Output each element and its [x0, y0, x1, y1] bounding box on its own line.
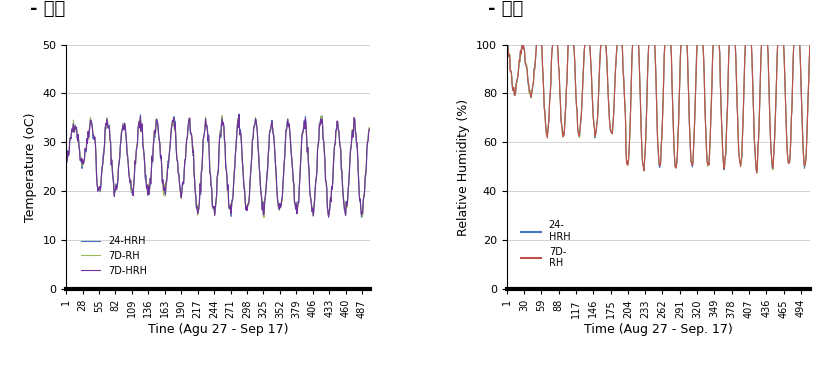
7D-
RH [736, 160, 746, 164]
7D-RH [208, 202, 218, 207]
7D-HRH [672, 165, 681, 170]
7D-HRH [205, 173, 215, 177]
24-HRH [365, 125, 375, 130]
7D-HRH [736, 159, 746, 163]
24-
HRH [805, 42, 815, 47]
Y-axis label: Temperature (oC): Temperature (oC) [24, 112, 36, 222]
7D-HRH [311, 178, 321, 182]
24-HRH [205, 170, 215, 175]
X-axis label: Time (Aug 27 - Sep. 17): Time (Aug 27 - Sep. 17) [584, 323, 733, 336]
24-HRH [226, 202, 236, 207]
7D-
RH [590, 135, 600, 139]
Line: 7D-RH: 7D-RH [66, 116, 370, 217]
Line: 24-
HRH: 24- HRH [507, 45, 810, 172]
24-HRH [359, 195, 369, 200]
24-
HRH [748, 116, 758, 120]
7D-HRH [208, 202, 218, 206]
7D-RH [312, 176, 322, 180]
7D-HRH [226, 203, 236, 207]
Y-axis label: Relative Humidity (%): Relative Humidity (%) [457, 98, 471, 236]
7D-
RH [752, 171, 762, 175]
7D-HRH [631, 42, 641, 47]
7D-RH [227, 212, 237, 217]
24-
HRH [502, 45, 512, 49]
24-
HRH [502, 42, 512, 47]
7D-RH [217, 114, 227, 118]
7D-
RH [712, 42, 722, 47]
Line: 7D-HRH: 7D-HRH [507, 45, 810, 173]
Legend: 24-HRH, 7D-RH, 7D-HRH: 24-HRH, 7D-RH, 7D-HRH [77, 232, 151, 280]
7D-HRH [502, 44, 512, 49]
7D-HRH [365, 127, 375, 132]
7D-
RH [502, 42, 512, 47]
Text: - 온도: - 온도 [30, 0, 65, 18]
24-HRH [311, 180, 321, 184]
24-HRH [208, 204, 218, 209]
7D-
RH [631, 42, 641, 47]
7D-RH [359, 193, 369, 198]
7D-
RH [748, 115, 758, 119]
7D-
RH [672, 166, 681, 170]
24-HRH [61, 157, 71, 161]
24-HRH [242, 204, 252, 209]
7D-HRH [590, 134, 600, 138]
7D-RH [365, 125, 375, 130]
24-
HRH [672, 165, 681, 170]
X-axis label: Tine (Agu 27 - Sep 17): Tine (Agu 27 - Sep 17) [148, 323, 289, 336]
24-
HRH [712, 42, 722, 47]
7D-HRH [712, 42, 722, 47]
7D-RH [259, 215, 269, 220]
7D-HRH [61, 157, 71, 161]
7D-HRH [359, 195, 369, 199]
7D-
RH [805, 42, 815, 47]
Line: 7D-
RH: 7D- RH [507, 45, 810, 173]
7D-HRH [323, 215, 333, 220]
7D-HRH [748, 116, 758, 121]
Line: 7D-HRH: 7D-HRH [66, 115, 370, 217]
7D-HRH [242, 203, 252, 208]
24-
HRH [590, 136, 600, 140]
7D-HRH [234, 112, 244, 117]
7D-HRH [805, 42, 815, 47]
24-
HRH [736, 160, 746, 164]
Text: - 습도: - 습도 [489, 0, 523, 18]
Line: 24-HRH: 24-HRH [66, 114, 370, 217]
7D-RH [242, 204, 252, 209]
7D-HRH [502, 42, 512, 47]
24-
HRH [752, 170, 762, 174]
24-HRH [234, 112, 244, 116]
Legend: 24-
HRH, 7D-
RH: 24- HRH, 7D- RH [518, 216, 574, 272]
7D-
RH [502, 45, 512, 50]
7D-RH [61, 156, 71, 160]
24-HRH [356, 215, 366, 219]
7D-HRH [752, 171, 762, 175]
7D-RH [205, 173, 215, 177]
24-
HRH [631, 42, 641, 47]
